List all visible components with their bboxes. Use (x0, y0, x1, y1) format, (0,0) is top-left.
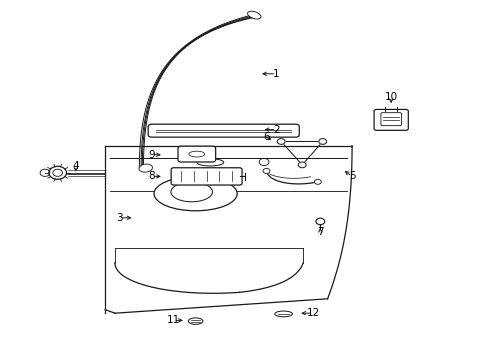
FancyBboxPatch shape (178, 146, 215, 162)
FancyBboxPatch shape (380, 113, 401, 126)
Ellipse shape (171, 182, 212, 202)
Circle shape (263, 168, 269, 174)
Text: 2: 2 (272, 125, 279, 135)
FancyBboxPatch shape (171, 168, 242, 185)
Ellipse shape (274, 311, 292, 317)
Text: 6: 6 (263, 132, 269, 142)
Ellipse shape (188, 318, 203, 324)
Text: 1: 1 (272, 69, 279, 79)
Ellipse shape (188, 151, 204, 157)
FancyBboxPatch shape (148, 124, 299, 137)
Circle shape (277, 139, 285, 144)
Ellipse shape (154, 176, 237, 211)
Text: 7: 7 (316, 227, 323, 237)
Circle shape (314, 179, 321, 184)
Ellipse shape (196, 159, 223, 166)
Text: 4: 4 (72, 161, 79, 171)
Text: 10: 10 (384, 92, 397, 102)
Ellipse shape (247, 11, 261, 19)
Text: 3: 3 (116, 213, 123, 223)
Ellipse shape (139, 164, 152, 172)
Text: 11: 11 (166, 315, 180, 325)
Text: 5: 5 (348, 171, 355, 181)
Text: 12: 12 (305, 308, 319, 318)
Circle shape (318, 139, 326, 144)
Circle shape (298, 162, 305, 168)
Text: 9: 9 (148, 150, 155, 160)
FancyBboxPatch shape (373, 109, 407, 130)
Text: 8: 8 (148, 171, 155, 181)
